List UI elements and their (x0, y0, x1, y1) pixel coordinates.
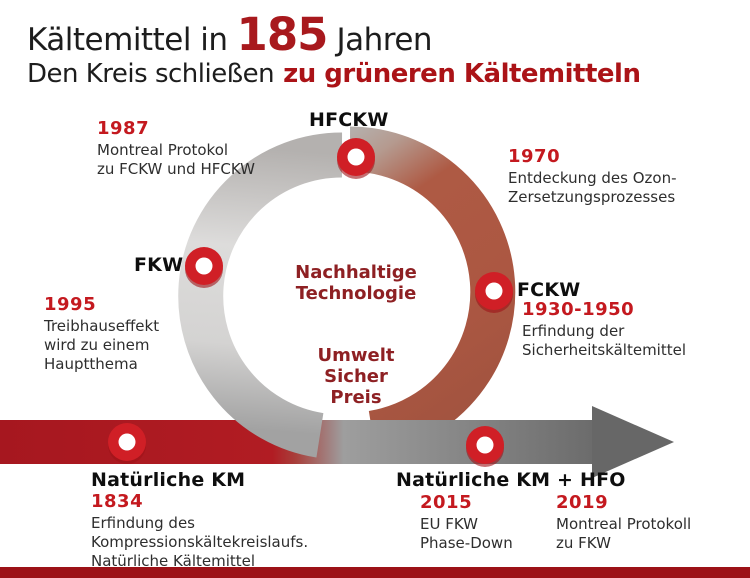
stage-label-natural: Natürliche KM (91, 469, 246, 491)
title-prefix: Kältemittel in (27, 22, 228, 58)
event-1987-desc: Montreal Protokol zu FCKW und HFCKW (97, 141, 255, 178)
stage-label-fkw: FKW (134, 254, 184, 276)
event-1930-1950: 1930-1950 Erfindung der Sicherheitskälte… (522, 299, 686, 360)
timeline-marker-fckw (475, 272, 513, 313)
timeline-arrowhead-icon (592, 406, 674, 478)
stage-label-fckw: FCKW (517, 279, 581, 301)
event-1995-year: 1995 (44, 294, 97, 315)
event-1834-year: 1834 (91, 491, 144, 512)
subtitle-prefix: Den Kreis schließen (27, 59, 275, 89)
page-title: Kältemittel in 185 Jahren (27, 8, 433, 61)
event-2019-desc: Montreal Protokoll zu FKW (556, 515, 692, 552)
timeline-marker-natural-hfo (466, 426, 504, 467)
event-1987-year: 1987 (97, 118, 150, 139)
event-1970: 1970 Entdeckung des Ozon- Zersetzungspro… (508, 146, 677, 207)
event-2015: 2015 EU FKW Phase-Down (420, 492, 513, 553)
center-message: Nachhaltige Technologie Umwelt Sicher Pr… (272, 241, 440, 429)
event-1930-1950-year: 1930-1950 (522, 299, 635, 320)
timeline-marker-fkw (185, 247, 223, 288)
timeline-marker-hfckw (337, 138, 375, 179)
timeline-marker-natural (108, 423, 146, 464)
bottom-accent-bar (0, 567, 750, 578)
stage-label-hfckw: HFCKW (309, 109, 389, 131)
page-subtitle: Den Kreis schließen zu grüneren Kältemit… (27, 59, 641, 89)
event-2019-year: 2019 (556, 492, 609, 513)
event-2015-desc: EU FKW Phase-Down (420, 515, 513, 552)
event-1970-desc: Entdeckung des Ozon- Zersetzungsprozesse… (508, 169, 677, 206)
event-2019: 2019 Montreal Protokoll zu FKW (556, 492, 691, 553)
title-suffix: Jahren (336, 22, 433, 58)
event-1834-desc: Erfindung des Kompressionskältekreislauf… (91, 514, 309, 570)
event-1987: 1987 Montreal Protokol zu FCKW und HFCKW (97, 118, 255, 179)
center-message-technology: Nachhaltige Technologie (295, 262, 417, 304)
event-1995: 1995 Treibhauseffekt wird zu einem Haupt… (44, 294, 159, 374)
event-1930-1950-desc: Erfindung der Sicherheitskältemittel (522, 322, 687, 359)
event-1995-desc: Treibhauseffekt wird zu einem Hauptthema (44, 317, 160, 373)
event-2015-year: 2015 (420, 492, 473, 513)
stage-label-natural-hfo: Natürliche KM + HFO (396, 469, 626, 491)
event-1970-year: 1970 (508, 146, 561, 167)
title-number: 185 (236, 8, 329, 61)
center-message-values: Umwelt Sicher Preis (317, 345, 395, 408)
subtitle-highlight: zu grüneren Kältemitteln (283, 59, 641, 89)
event-1834: 1834 Erfindung des Kompressionskältekrei… (91, 491, 308, 571)
